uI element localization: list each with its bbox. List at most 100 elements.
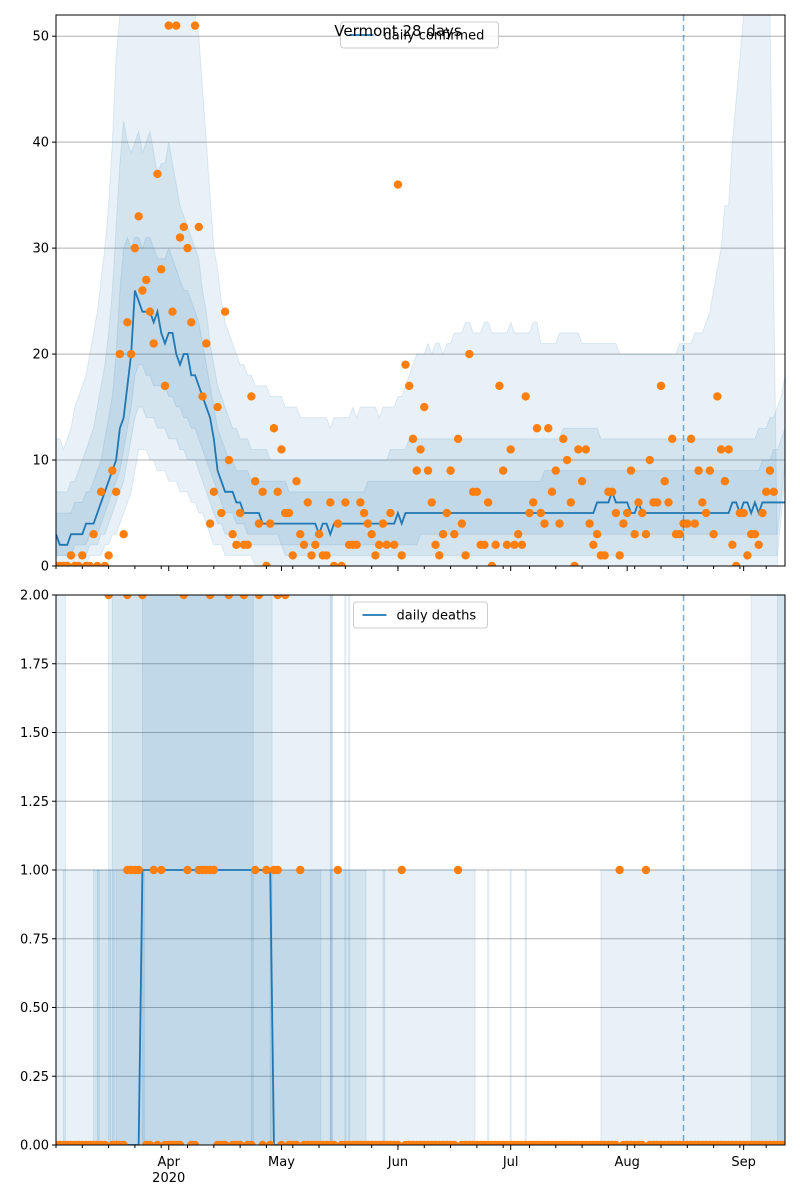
data-point — [461, 551, 470, 560]
data-point — [450, 530, 459, 539]
x-tick-label: Jun — [387, 1155, 408, 1170]
data-point — [160, 381, 170, 391]
data-point — [153, 1140, 162, 1145]
y-tick-label: 50 — [32, 30, 49, 45]
data-point — [111, 487, 121, 497]
x-tick-year-label: 2020 — [152, 1171, 185, 1186]
data-point — [190, 21, 200, 30]
x-tick-label: Apr — [157, 1155, 180, 1170]
data-point — [74, 561, 83, 566]
data-point — [296, 530, 305, 539]
data-point — [686, 434, 696, 444]
data-point — [544, 424, 553, 433]
data-point — [119, 530, 128, 539]
y-tick-label: 40 — [32, 136, 49, 151]
data-point — [630, 530, 639, 539]
y-tick-label: 1.75 — [20, 657, 49, 672]
data-point — [743, 551, 752, 560]
data-point — [713, 392, 722, 401]
x-tick-label: Aug — [614, 1155, 639, 1170]
data-point — [247, 392, 256, 401]
data-point — [705, 466, 715, 475]
data-point — [566, 498, 576, 507]
death-band-wide — [56, 595, 66, 1145]
data-point — [273, 865, 282, 875]
data-point — [187, 318, 196, 327]
data-point — [465, 349, 474, 359]
data-point — [145, 1140, 155, 1145]
data-point — [412, 466, 421, 475]
data-point — [269, 424, 279, 433]
data-point — [299, 540, 309, 550]
data-point — [288, 551, 297, 560]
x-tick-label: Sep — [731, 1155, 756, 1170]
data-point — [600, 551, 609, 560]
data-point — [273, 595, 282, 600]
data-point — [145, 307, 155, 316]
data-point — [85, 561, 95, 566]
data-point — [442, 508, 452, 518]
data-point — [615, 551, 624, 560]
data-point — [690, 519, 700, 528]
data-point — [536, 508, 545, 518]
data-point — [397, 865, 406, 875]
data-point — [653, 498, 662, 507]
data-point — [254, 519, 264, 528]
y-tick-label: 0.00 — [20, 1139, 49, 1154]
data-point — [333, 519, 343, 528]
data-point — [427, 498, 436, 507]
plot-area — [56, 15, 785, 566]
data-point — [224, 595, 234, 600]
death-band-wide — [600, 869, 785, 1145]
data-point — [126, 349, 136, 359]
data-point — [731, 561, 741, 566]
data-point — [405, 381, 414, 391]
data-point — [130, 243, 140, 253]
data-point — [141, 275, 151, 285]
data-point — [683, 519, 692, 528]
data-point — [645, 455, 654, 465]
legend-label: daily deaths — [397, 609, 477, 624]
data-point — [483, 498, 493, 507]
data-point — [63, 561, 72, 566]
data-point — [194, 222, 203, 232]
data-point — [517, 540, 527, 550]
data-point — [209, 865, 219, 875]
data-point — [89, 530, 98, 539]
data-point — [284, 508, 294, 518]
data-point — [401, 360, 410, 369]
data-point — [510, 540, 519, 550]
data-point — [265, 1140, 275, 1145]
data-point — [265, 519, 275, 528]
data-point — [311, 540, 320, 550]
data-point — [239, 595, 249, 600]
data-point — [179, 595, 188, 600]
data-point — [157, 265, 166, 274]
death-band-inner — [250, 869, 322, 1145]
data-point — [638, 1140, 647, 1145]
data-point — [577, 477, 587, 486]
data-point — [314, 530, 324, 539]
legend-label: daily confirmed — [384, 29, 485, 44]
data-point — [217, 508, 226, 518]
data-point — [480, 540, 489, 550]
data-point — [367, 530, 376, 539]
data-point — [329, 561, 339, 566]
data-point — [720, 477, 730, 486]
death-band-wide — [382, 869, 476, 1145]
y-tick-label: 2.00 — [20, 589, 49, 604]
data-point — [656, 381, 666, 391]
data-point — [149, 339, 158, 348]
death-band-wide — [96, 869, 111, 1145]
data-point — [168, 307, 177, 316]
data-point — [374, 540, 384, 550]
chart-title: Vermont 28 days — [334, 22, 462, 40]
data-point — [750, 530, 760, 539]
data-point — [138, 286, 147, 295]
data-point — [363, 519, 373, 528]
data-point — [183, 243, 192, 253]
data-point — [104, 551, 113, 560]
data-point — [540, 519, 549, 528]
data-point — [393, 180, 403, 189]
